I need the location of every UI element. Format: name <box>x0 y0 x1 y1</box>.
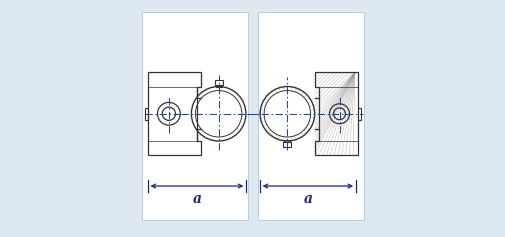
Bar <box>284 140 290 142</box>
Text: a: a <box>192 192 201 206</box>
Bar <box>257 12 364 220</box>
Text: a: a <box>303 192 312 206</box>
Bar <box>215 85 221 87</box>
Bar <box>214 80 222 85</box>
Bar <box>141 12 248 220</box>
Bar <box>283 142 291 147</box>
